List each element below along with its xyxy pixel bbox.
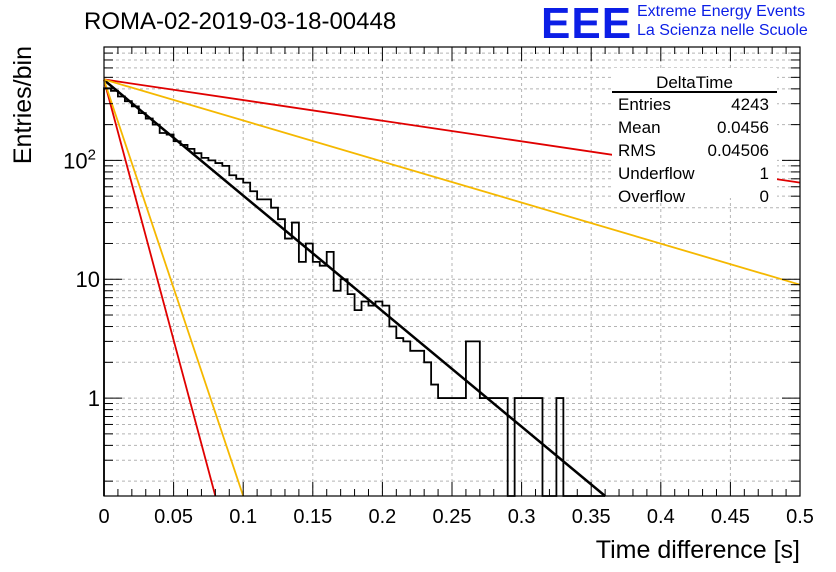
stats-box: DeltaTime Entries 4243 Mean 0.0456 RMS 0.04506… (612, 68, 777, 206)
curve-orange-shallow (103, 78, 801, 286)
y-tick-label: 10 (76, 267, 100, 292)
x-tick-label: 0.3 (508, 506, 536, 528)
x-tick-label: 0.45 (711, 506, 750, 528)
stats-title: DeltaTime (656, 73, 733, 92)
stats-label: Overflow (618, 187, 686, 206)
x-tick-label: 0.25 (433, 506, 472, 528)
curve-red-steep (103, 79, 217, 497)
y-tick-label: 1 (88, 386, 100, 411)
histogram (103, 87, 606, 497)
x-tick-label: 0.5 (786, 506, 814, 528)
stats-label: RMS (618, 141, 656, 160)
x-tick-label: 0.35 (572, 506, 611, 528)
stats-label: Mean (618, 118, 661, 137)
x-tick-label: 0.05 (154, 506, 193, 528)
x-tick-label: 0.2 (368, 506, 396, 528)
stats-value: 4243 (731, 95, 769, 114)
grid (104, 47, 800, 496)
axis-ticks (103, 47, 801, 496)
stats-value: 1 (760, 164, 769, 183)
curve-orange-steep (103, 79, 245, 497)
stats-value: 0.04506 (708, 141, 769, 160)
x-tick-label: 0.4 (647, 506, 675, 528)
plot-title: ROMA-02-2019-03-18-00448 (84, 8, 397, 35)
y-tick-label: 102 (63, 146, 96, 173)
stats-value: 0 (760, 187, 769, 206)
stats-label: Entries (618, 95, 671, 114)
x-axis-title: Time difference [s] (596, 536, 800, 564)
x-tick-label: 0.1 (229, 506, 257, 528)
x-tick-label: 0.15 (293, 506, 332, 528)
axis-labels: 0 0.05 0.1 0.15 0.2 0.25 0.3 0.35 0.4 0.45 0.51101… (9, 46, 814, 564)
stats-value: 0.0456 (717, 118, 769, 137)
y-axis-title: Entries/bin (9, 46, 37, 164)
histogram-outline (103, 87, 606, 497)
logo-subtitle-line-2: La Scienza nelle Scuole (637, 22, 808, 39)
stats-label: Underflow (618, 164, 695, 183)
x-tick-label: 0 (98, 506, 109, 528)
stats-box-background (612, 68, 777, 198)
eee-logo: EEE (541, 0, 633, 48)
logo-subtitle-line-1: Extreme Energy Events (637, 3, 806, 20)
